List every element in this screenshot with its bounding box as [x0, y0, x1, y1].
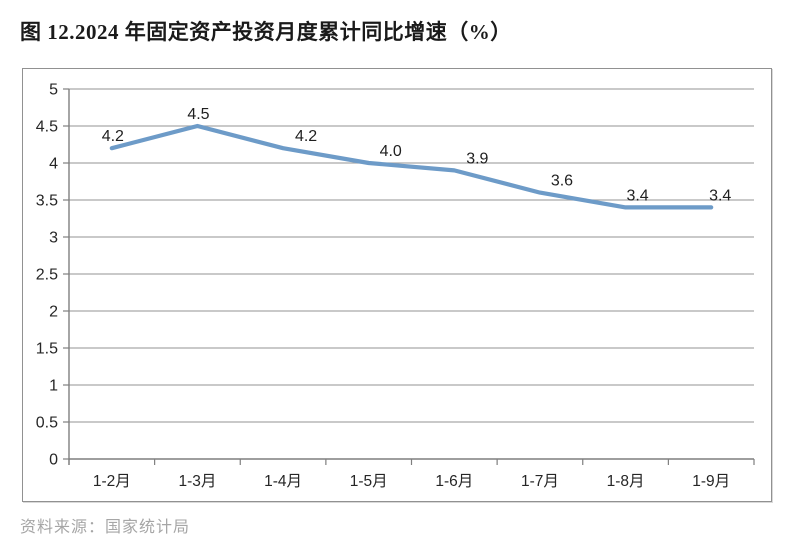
x-tick-label: 1-3月 — [178, 473, 216, 490]
x-tick-label: 1-6月 — [435, 473, 473, 490]
figure-title: 图 12.2024 年固定资产投资月度累计同比增速（%） — [20, 20, 512, 44]
x-tick-label: 1-5月 — [350, 473, 388, 490]
y-tick-label: 5 — [49, 82, 58, 99]
line-chart: 0 0.5 1 1.5 2 2.5 3 3.5 4 4.5 5 1-2月 1-3月 1-4月 1-5月 1-6… — [22, 68, 772, 502]
data-label: 3.4 — [626, 187, 648, 204]
x-tick-label: 1-9月 — [692, 473, 730, 490]
y-tick-label: 0.5 — [36, 415, 58, 432]
x-tick-label: 1-2月 — [93, 473, 131, 490]
data-label: 3.6 — [551, 173, 573, 190]
x-tick-label: 1-7月 — [521, 473, 559, 490]
y-tick-label: 0 — [49, 452, 58, 469]
data-label: 4.0 — [380, 143, 402, 160]
data-label: 3.9 — [466, 150, 488, 167]
y-tick-label: 1.5 — [36, 341, 58, 358]
source-note: 资料来源：国家统计局 — [20, 519, 191, 536]
data-label: 3.4 — [709, 187, 731, 204]
line-chart-canvas: 0 0.5 1 1.5 2 2.5 3 3.5 4 4.5 5 1-2月 1-3月 1-4月 1-5月 1-6… — [36, 82, 755, 490]
data-label: 4.2 — [102, 128, 124, 145]
y-tick-label: 2.5 — [36, 267, 58, 284]
data-label: 4.5 — [187, 106, 209, 123]
x-tick-label: 1-8月 — [607, 473, 645, 490]
y-tick-label: 3 — [49, 230, 58, 247]
y-tick-label: 3.5 — [36, 193, 58, 210]
y-tick-label: 4 — [49, 156, 58, 173]
x-tick-label: 1-4月 — [264, 473, 302, 490]
y-tick-label: 2 — [49, 304, 58, 321]
data-label: 4.2 — [295, 128, 317, 145]
series-line — [109, 123, 714, 210]
y-tick-label: 1 — [49, 378, 58, 395]
y-tick-label: 4.5 — [36, 119, 58, 136]
